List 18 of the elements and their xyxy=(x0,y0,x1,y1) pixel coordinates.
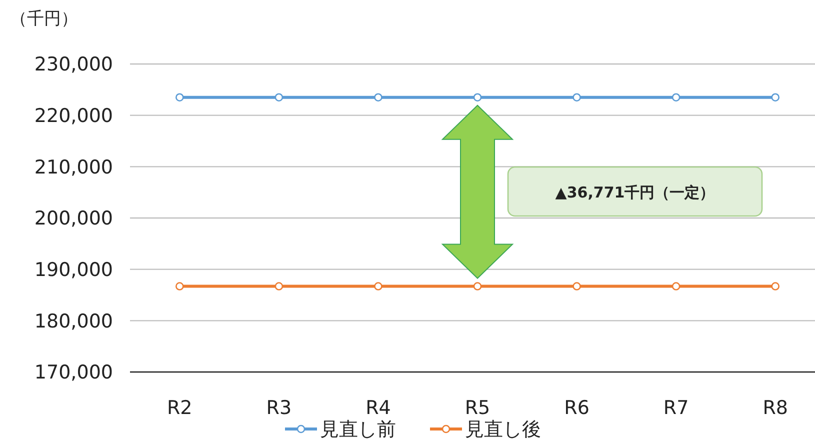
legend-label: 見直し前 xyxy=(320,418,396,440)
y-tick-label: 180,000 xyxy=(34,310,113,332)
x-tick-label: R7 xyxy=(663,397,689,419)
y-tick-label: 230,000 xyxy=(34,54,113,76)
x-tick-label: R5 xyxy=(464,397,490,419)
y-tick-label: 220,000 xyxy=(34,104,113,127)
x-tick-label: R6 xyxy=(564,397,590,419)
x-tick-label: R2 xyxy=(166,397,192,419)
y-tick-label: 190,000 xyxy=(34,258,113,281)
annotation: ▲36,771千円（一定） xyxy=(555,183,715,202)
legend-label: 見直し後 xyxy=(465,418,541,440)
y-tick-label: 170,000 xyxy=(34,362,113,384)
y-tick-label: 210,000 xyxy=(34,156,113,178)
x-tick-label: R3 xyxy=(266,397,292,419)
y-tick-label: 200,000 xyxy=(34,208,113,230)
x-tick-label: R8 xyxy=(762,397,788,419)
x-tick-label: R4 xyxy=(366,397,391,419)
y-axis-title: （千円） xyxy=(10,9,78,29)
